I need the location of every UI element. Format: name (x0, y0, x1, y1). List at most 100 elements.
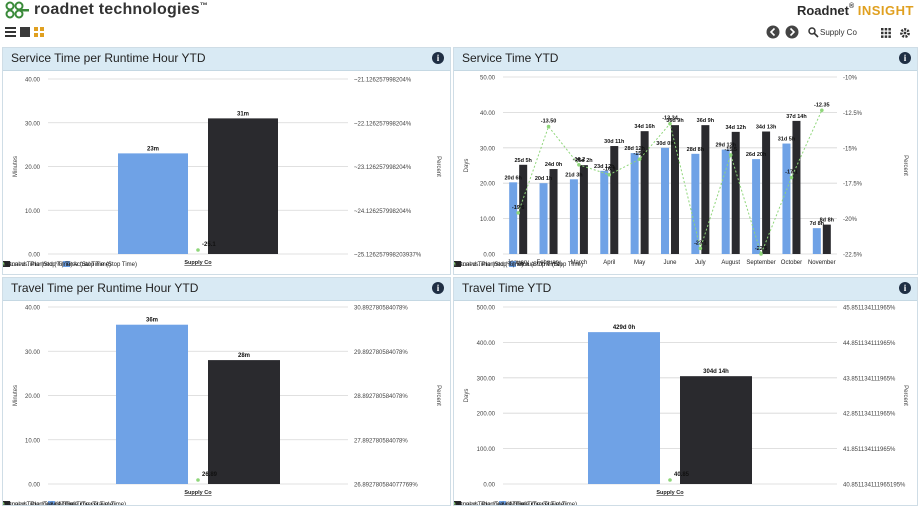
legend-swatch-actual (499, 501, 506, 505)
variance-point (577, 162, 581, 167)
legend-swatch-planned (454, 261, 461, 267)
bar-planned (680, 376, 752, 484)
data-label-actual: 31d 5h (778, 137, 796, 143)
apps-icon[interactable] (881, 28, 891, 38)
panel-title: Service Time YTD (462, 51, 559, 65)
bar-actual (630, 153, 639, 254)
bar-planned (208, 360, 280, 484)
bar-actual (539, 183, 548, 254)
menu-icon[interactable] (5, 27, 16, 37)
chart-service-time-ytd: 0.00 10.00 20.00 30.00 40.00 50.00 -22.5% -20% -… (454, 76, 908, 268)
panel-header: Travel Time per Runtime Hour YTD i (3, 278, 450, 301)
variance-point (668, 121, 672, 126)
customer-selector[interactable]: Supply Co (820, 28, 857, 37)
data-label-planned: 25d 2h (575, 158, 593, 164)
data-label-actual: 28d 12h (624, 146, 645, 152)
y2-tick-label: ~21.126257998204% (354, 78, 412, 84)
y-tick-label: 10.00 (25, 209, 41, 215)
data-label-planned: 25d 5h (514, 158, 532, 164)
y-tick-label: 20.00 (480, 182, 496, 188)
info-icon[interactable]: i (899, 282, 911, 294)
list-view-icon[interactable] (20, 27, 30, 37)
bar-planned (640, 131, 649, 254)
legend-swatch-variance-point (3, 502, 5, 505)
bar-planned (519, 164, 528, 254)
bar-planned (610, 146, 619, 254)
y-tick-label: 500.00 (477, 306, 496, 312)
gear-icon[interactable] (899, 27, 911, 39)
bar-planned (549, 169, 558, 254)
bar-actual (661, 147, 669, 254)
y2-tick-label: ~25.12625799820393​7% (354, 253, 422, 259)
y-tick-label: 40.00 (25, 306, 41, 312)
bar-actual (116, 324, 188, 484)
data-label-planned: 24d 0h (545, 162, 563, 168)
y-tick-label: 30.00 (25, 121, 41, 127)
bar-planned (792, 120, 801, 254)
bar-actual (509, 182, 518, 254)
panel-title: Service Time per Runtime Hour YTD (11, 51, 206, 65)
y2-tick-label: 28.892780584078% (354, 394, 408, 400)
data-label-variance: -25.1 (202, 242, 216, 248)
y-tick-label: 10.00 (25, 438, 41, 444)
legend-item-planned: Planned Time (Travel Time) (454, 502, 527, 505)
bar-actual (691, 153, 700, 254)
bar-actual (782, 143, 791, 254)
data-label-planned: 304d 14h (703, 369, 729, 375)
y-tick-label: 30.00 (480, 146, 496, 152)
brand-registered: ® (848, 3, 855, 10)
x-tick-label: Supply Co (184, 490, 212, 496)
y2-tick-label: 26.892780584077769% (354, 483, 418, 489)
legend-swatch-planned (3, 261, 10, 267)
y2-tick-label: 27.892780584078% (354, 438, 408, 444)
y2-tick-label: -10% (843, 76, 858, 82)
x-tick-label: May (634, 260, 645, 266)
y-axis-title: Minutes (13, 156, 19, 177)
info-icon[interactable]: i (432, 52, 444, 64)
y-axis-title: Minutes (13, 385, 19, 406)
back-icon[interactable] (766, 25, 780, 39)
legend-item-variance: Actual vs. Planned (%) Time (Stop Time) (3, 262, 111, 268)
data-label-planned: 31m (237, 111, 249, 117)
info-icon[interactable]: i (432, 282, 444, 294)
bar-actual (588, 332, 660, 484)
y-tick-label: 400.00 (477, 341, 496, 347)
y-tick-label: 200.00 (477, 412, 496, 418)
data-label-planned: 34d 13h (756, 125, 777, 131)
search-icon[interactable] (808, 27, 819, 38)
y-tick-label: 20.00 (25, 165, 41, 171)
data-label-actual: 30d 0h (656, 141, 674, 147)
y-tick-label: 0.00 (28, 483, 40, 489)
forward-icon[interactable] (785, 25, 799, 39)
x-tick-label: January (508, 260, 529, 266)
brand-accent: INSIGHT (857, 3, 914, 18)
legend-item-planned: Planned Time (Stop Time) (3, 262, 72, 268)
info-icon[interactable]: i (899, 52, 911, 64)
data-label-planned: 34d 16h (634, 124, 655, 130)
data-label-actual: 36m (146, 318, 158, 324)
panel-title: Travel Time YTD (462, 281, 552, 295)
y2-tick-label: 29.892780584078% (354, 350, 408, 356)
legend-item-actual: Actual Time (Travel Time) (509, 502, 577, 505)
panel-travel-time-ytd: Travel Time YTD i 0.00 100.00 200.00 300.00… (453, 277, 918, 506)
panel-title: Travel Time per Runtime Hour YTD (11, 281, 199, 295)
roadnet-logo: roadnet technologies™ (4, 1, 208, 19)
grid-view-icon[interactable] (34, 27, 44, 37)
x-tick-label: July (695, 260, 706, 266)
data-label-variance: -15.5 (724, 147, 737, 153)
variance-point (820, 108, 824, 113)
y-axis-title: Days (464, 389, 470, 403)
legend-item-actual: Actual Time (Stop Time) (519, 262, 583, 268)
logo-text: roadnet technologies™ (34, 1, 208, 18)
data-label-variance: -22.5 (755, 246, 768, 252)
y2-tick-label: -20% (843, 217, 858, 223)
x-tick-label: October (781, 260, 802, 266)
y-tick-label: 0.00 (28, 253, 40, 259)
data-label-variance: -16.2 (573, 157, 586, 163)
variance-point (196, 248, 200, 252)
variance-point (546, 124, 551, 129)
y2-tick-label: -12.5% (843, 111, 863, 117)
variance-line (517, 110, 823, 256)
variance-point (698, 246, 703, 251)
y2-tick-label: 30.892780584078% (354, 306, 408, 312)
